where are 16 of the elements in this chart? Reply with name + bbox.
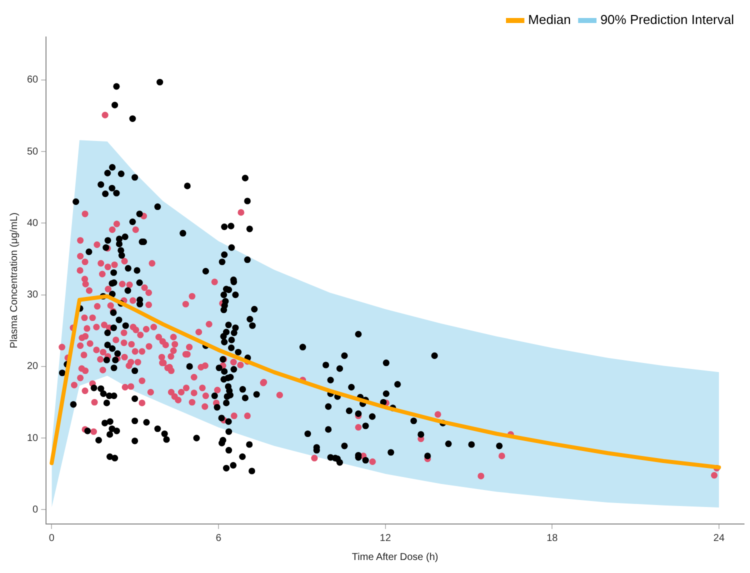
legend-label: Median [528,12,571,28]
x-tick-label: 0 [48,532,55,544]
x-tick-label: 12 [380,532,392,544]
y-tick-label: 0 [32,504,39,516]
y-tick-label: 20 [27,361,39,372]
x-tick-label: 6 [216,532,222,544]
x-axis-title: Time After Dose (h) [352,552,438,563]
y-tick-label: 50 [27,146,39,158]
y-tick-label: 10 [27,432,39,444]
y-tick-label: 30 [27,290,39,301]
y-tick-label: 40 [27,218,39,229]
x-tick-label: 18 [546,532,558,544]
y-axis-title: Plasma Concentration (μg/mL) [8,212,20,348]
y-tick-label: 60 [27,74,39,86]
legend-label: 90% Prediction Interval [600,12,734,28]
x-tick-label: 24 [713,532,725,544]
